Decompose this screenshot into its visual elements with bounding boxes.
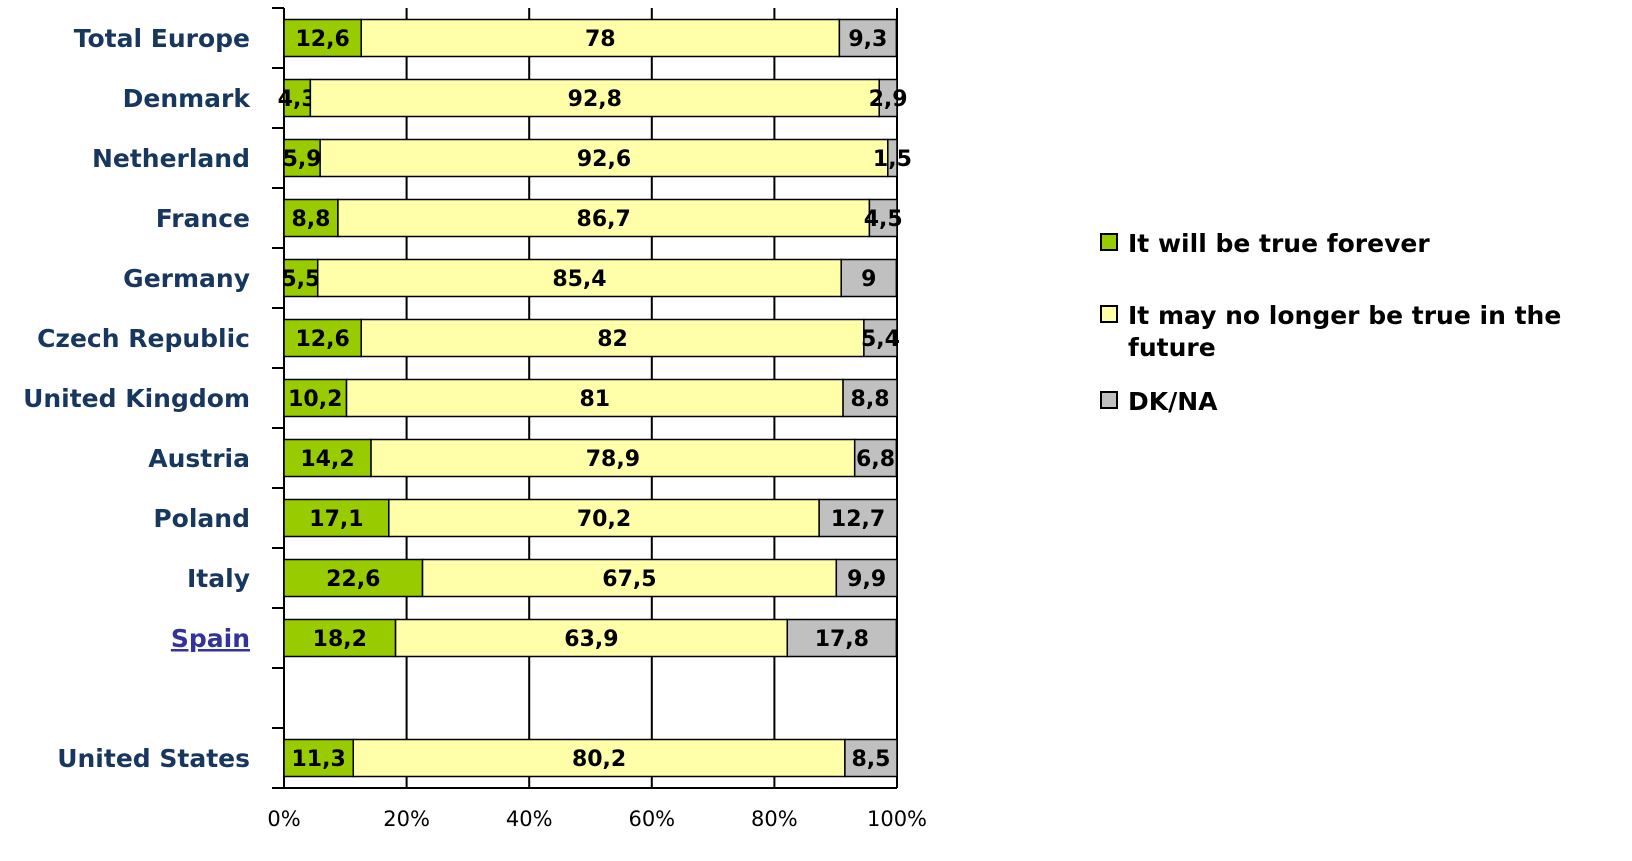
bar-segment-0-10 (283, 618, 397, 658)
data-label-2-10: 17,8 (815, 627, 869, 652)
data-label-2-3: 4,5 (864, 207, 903, 232)
data-label-2-2: 1,5 (873, 147, 912, 172)
data-label-0-6: 10,2 (288, 387, 342, 412)
bar-segment-2-6 (842, 378, 898, 418)
legend-label-true-forever: It will be true forever (1128, 229, 1430, 258)
data-label-2-0: 9,3 (848, 27, 887, 52)
legend-item-dkna: DK/NA (1100, 386, 1620, 418)
bar-segment-0-12 (283, 738, 355, 778)
bar-segment-0-7 (283, 438, 372, 478)
data-label-2-8: 12,7 (831, 507, 885, 532)
x-tick-label-5: 100% (867, 807, 927, 831)
legend-label-may-no-longer: It may no longer be true in the future (1128, 301, 1562, 362)
bar-segment-1-2 (319, 138, 889, 178)
category-label-3: France (156, 204, 250, 233)
bar-segment-1-1 (309, 78, 880, 118)
bar-segment-1-0 (360, 18, 841, 58)
bar-segment-2-3 (868, 198, 898, 238)
data-label-2-6: 8,8 (851, 387, 890, 412)
legend-label-dkna: DK/NA (1128, 387, 1218, 416)
bar-segment-0-6 (283, 378, 348, 418)
data-label-0-5: 12,6 (295, 327, 349, 352)
legend-swatch-may-no-longer (1100, 305, 1118, 323)
data-label-2-7: 6,8 (856, 447, 895, 472)
bar-segment-2-1 (878, 78, 898, 118)
data-label-1-5: 82 (597, 327, 628, 352)
data-label-1-9: 67,5 (602, 567, 656, 592)
bar-segment-2-7 (853, 438, 898, 478)
bar-segment-2-2 (887, 138, 898, 178)
x-tick-label-4: 80% (751, 807, 798, 831)
category-label-4: Germany (123, 264, 250, 293)
bar-segment-0-8 (283, 498, 390, 538)
category-label-1: Denmark (123, 84, 252, 113)
bar-segment-1-12 (352, 738, 846, 778)
category-label-9: Italy (187, 564, 250, 593)
bar-segment-2-0 (838, 18, 898, 58)
legend-item-true-forever: It will be true forever (1100, 228, 1620, 260)
data-label-0-2: 5,9 (283, 147, 322, 172)
data-label-0-8: 17,1 (309, 507, 363, 532)
data-label-0-3: 8,8 (291, 207, 330, 232)
category-label-0: Total Europe (74, 24, 250, 53)
bar-segment-1-8 (388, 498, 820, 538)
bar-segment-2-5 (863, 318, 898, 358)
bar-segment-0-9 (283, 558, 424, 598)
data-label-2-4: 9 (861, 267, 876, 292)
data-label-2-5: 5,4 (861, 327, 900, 352)
bar-segment-1-3 (337, 198, 871, 238)
legend: It will be true forever It may no longer… (1100, 228, 1620, 440)
bar-segment-0-1 (283, 78, 312, 118)
bar-segment-2-4 (840, 258, 898, 298)
category-label-2: Netherland (92, 144, 250, 173)
category-label-12: United States (57, 744, 250, 773)
data-label-1-3: 86,7 (577, 207, 631, 232)
data-label-1-0: 78 (585, 27, 616, 52)
data-label-1-10: 63,9 (564, 627, 618, 652)
data-label-2-1: 2,9 (869, 87, 908, 112)
data-label-0-10: 18,2 (313, 627, 367, 652)
data-label-1-2: 92,6 (577, 147, 631, 172)
data-label-0-7: 14,2 (300, 447, 354, 472)
data-label-1-1: 92,8 (568, 87, 622, 112)
bar-segment-1-6 (345, 378, 844, 418)
data-label-0-12: 11,3 (291, 747, 345, 772)
x-tick-label-2: 40% (506, 807, 553, 831)
bar-segment-2-8 (818, 498, 898, 538)
bar-segment-0-2 (283, 138, 321, 178)
bar-segment-1-10 (394, 618, 789, 658)
bar-segment-0-5 (283, 318, 362, 358)
data-label-1-12: 80,2 (572, 747, 626, 772)
bar-segment-2-12 (844, 738, 898, 778)
x-tick-label-3: 60% (628, 807, 675, 831)
data-label-2-12: 8,5 (851, 747, 890, 772)
category-label-10: Spain (171, 624, 250, 653)
legend-item-may-no-longer: It may no longer be true in the future (1100, 300, 1620, 364)
category-label-5: Czech Republic (37, 324, 250, 353)
category-label-8: Poland (153, 504, 250, 533)
bar-segment-1-5 (360, 318, 865, 358)
data-label-1-4: 85,4 (552, 267, 606, 292)
data-label-0-0: 12,6 (295, 27, 349, 52)
data-label-1-6: 81 (579, 387, 610, 412)
bar-segment-0-0 (283, 18, 362, 58)
category-label-7: Austria (148, 444, 250, 473)
data-label-1-7: 78,9 (586, 447, 640, 472)
bar-segment-1-4 (316, 258, 842, 298)
bar-segment-2-10 (786, 618, 898, 658)
bar-segment-0-3 (283, 198, 339, 238)
legend-swatch-dkna (1100, 391, 1118, 409)
x-tick-label-1: 20% (383, 807, 430, 831)
category-label-6: United Kingdom (23, 384, 250, 413)
data-label-2-9: 9,9 (847, 567, 886, 592)
data-label-1-8: 70,2 (577, 507, 631, 532)
bar-segment-2-9 (835, 558, 898, 598)
data-label-0-9: 22,6 (326, 567, 380, 592)
data-label-0-4: 5,5 (281, 267, 320, 292)
x-tick-label-0: 0% (267, 807, 300, 831)
legend-swatch-true-forever (1100, 233, 1118, 251)
